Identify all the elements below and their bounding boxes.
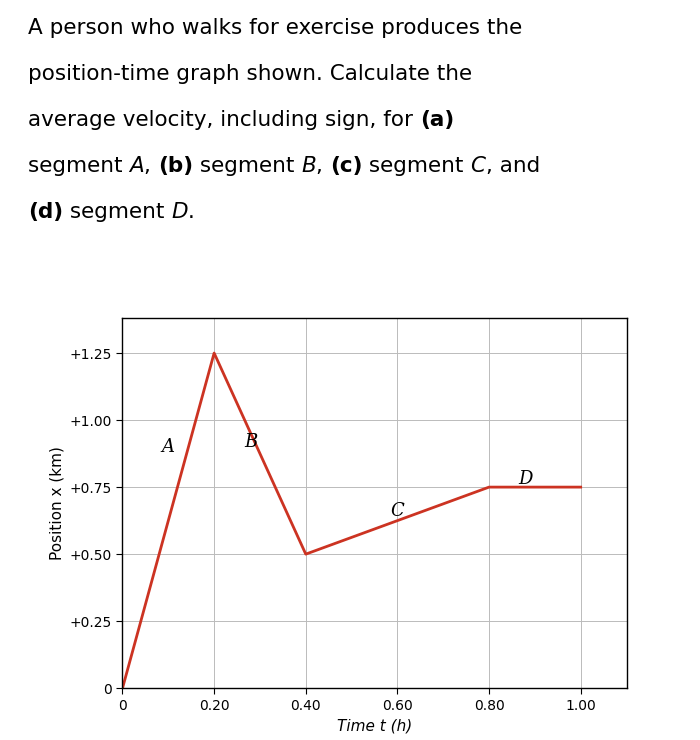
Text: A: A [162, 438, 175, 456]
Text: (d): (d) [28, 202, 63, 222]
Text: average velocity, including sign, for: average velocity, including sign, for [28, 110, 420, 130]
Text: A person who walks for exercise produces the: A person who walks for exercise produces… [28, 18, 522, 38]
Text: segment: segment [28, 156, 130, 176]
Text: segment: segment [193, 156, 301, 176]
Text: (a): (a) [420, 110, 454, 130]
Text: B: B [301, 156, 316, 176]
Text: segment: segment [363, 156, 470, 176]
Text: C: C [391, 502, 405, 520]
Text: D: D [519, 470, 533, 488]
Text: ,: , [316, 156, 330, 176]
Text: B: B [244, 433, 258, 451]
X-axis label: Time t (h): Time t (h) [337, 719, 412, 733]
Text: D: D [172, 202, 188, 222]
Text: position-time graph shown. Calculate the: position-time graph shown. Calculate the [28, 64, 472, 84]
Text: ,: , [144, 156, 158, 176]
Y-axis label: Position x (km): Position x (km) [49, 446, 64, 560]
Text: .: . [188, 202, 195, 222]
Text: (c): (c) [330, 156, 363, 176]
Text: segment: segment [63, 202, 172, 222]
Text: , and: , and [486, 156, 540, 176]
Text: A: A [130, 156, 144, 176]
Text: C: C [470, 156, 486, 176]
Text: (b): (b) [158, 156, 193, 176]
